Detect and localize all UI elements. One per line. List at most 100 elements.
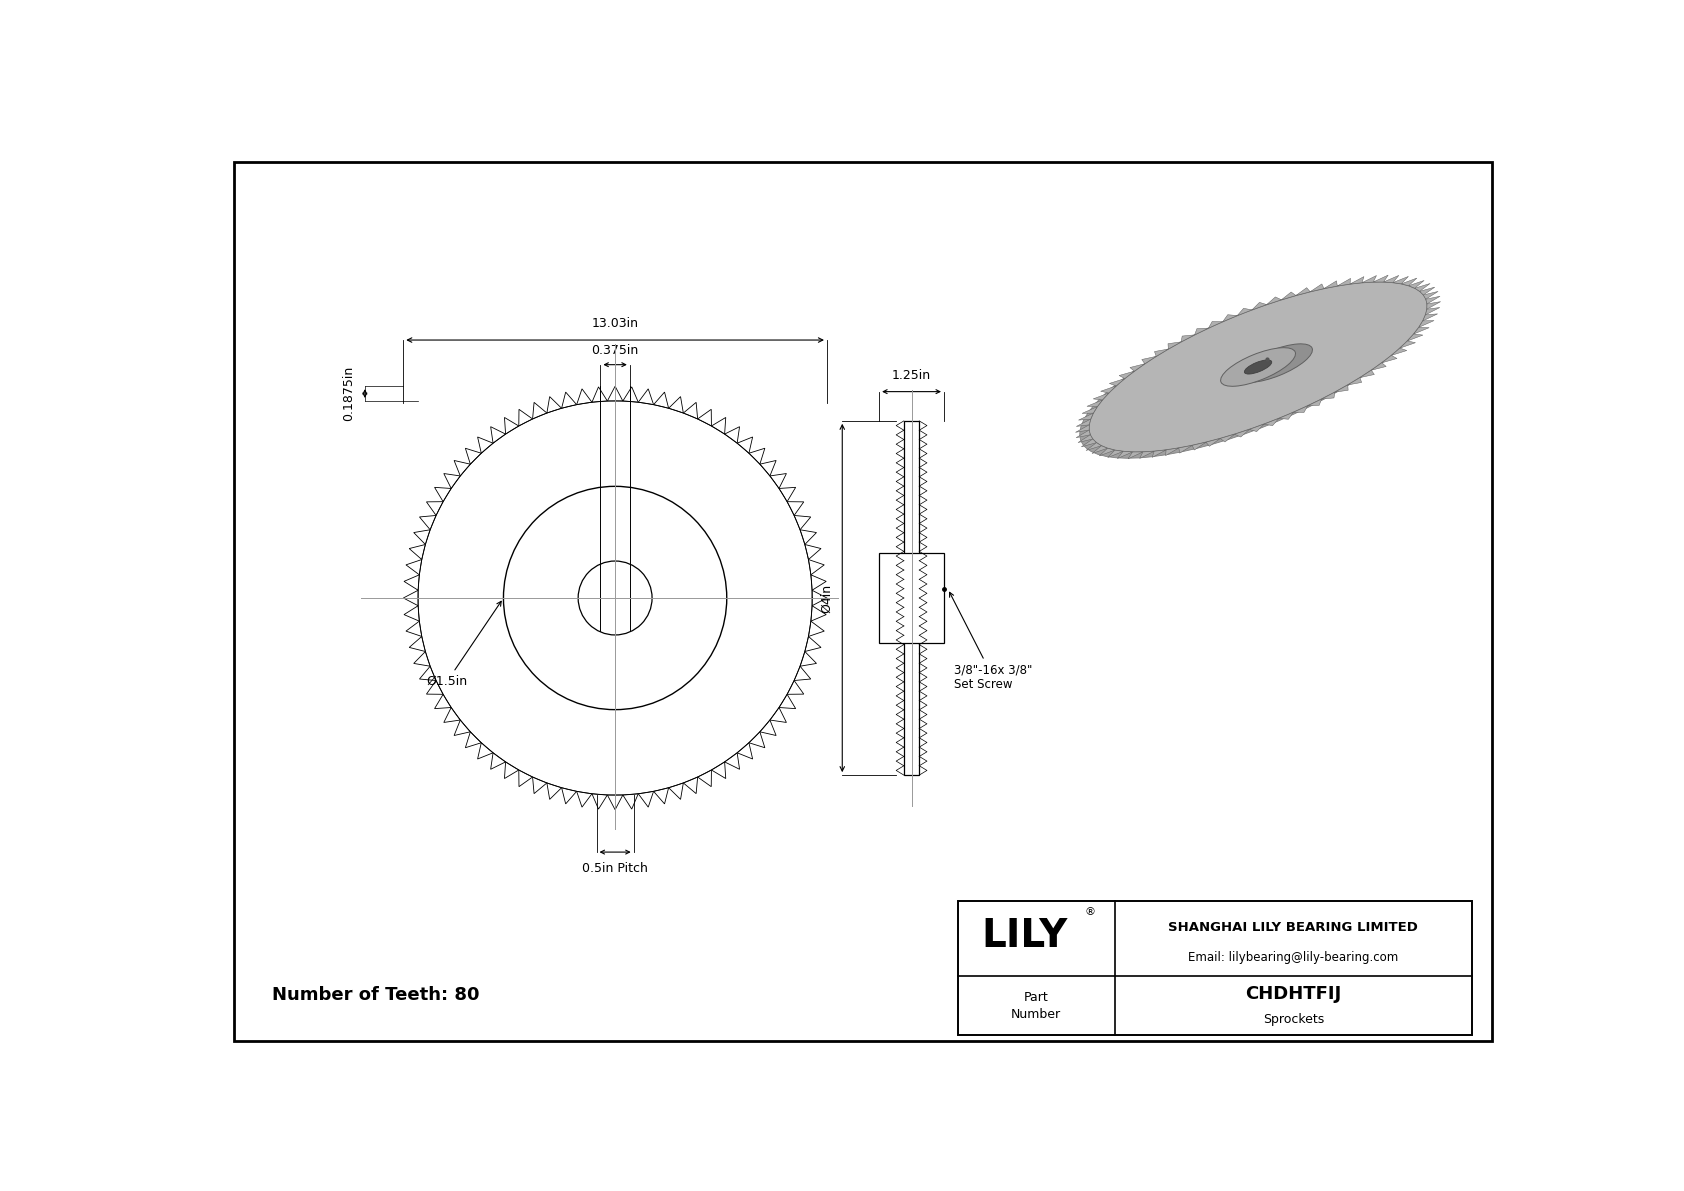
Polygon shape [1116, 451, 1133, 459]
Polygon shape [1083, 406, 1098, 413]
Polygon shape [684, 777, 697, 793]
Polygon shape [426, 501, 443, 516]
Polygon shape [1408, 333, 1423, 341]
Polygon shape [759, 721, 776, 736]
Polygon shape [1086, 400, 1103, 406]
Polygon shape [1391, 348, 1406, 355]
Polygon shape [653, 787, 669, 804]
Polygon shape [711, 417, 726, 434]
Polygon shape [1423, 292, 1438, 299]
Polygon shape [808, 622, 823, 636]
Polygon shape [805, 636, 822, 651]
Polygon shape [519, 410, 532, 426]
Polygon shape [669, 397, 684, 413]
Polygon shape [561, 392, 576, 409]
Polygon shape [1266, 297, 1282, 305]
Polygon shape [532, 777, 547, 793]
Polygon shape [1347, 378, 1362, 385]
Polygon shape [490, 426, 505, 443]
Polygon shape [1425, 307, 1440, 314]
Polygon shape [1221, 435, 1234, 442]
Ellipse shape [1238, 344, 1312, 382]
Polygon shape [576, 388, 593, 405]
Bar [904, 420, 919, 775]
Polygon shape [808, 560, 823, 575]
Polygon shape [1415, 283, 1430, 292]
Polygon shape [1293, 406, 1308, 412]
Polygon shape [1152, 450, 1165, 457]
Polygon shape [1423, 314, 1438, 320]
Polygon shape [414, 530, 429, 544]
Polygon shape [724, 426, 739, 443]
Text: 0.1875in: 0.1875in [342, 366, 355, 422]
Polygon shape [1101, 386, 1116, 393]
Polygon shape [1179, 445, 1192, 453]
Polygon shape [1297, 288, 1310, 295]
Text: Ø4in: Ø4in [820, 584, 834, 612]
Polygon shape [1120, 372, 1135, 379]
Polygon shape [623, 387, 638, 403]
Polygon shape [478, 743, 493, 759]
Polygon shape [1335, 385, 1349, 392]
Polygon shape [593, 387, 608, 403]
Polygon shape [414, 651, 429, 666]
Polygon shape [547, 782, 561, 799]
Polygon shape [406, 560, 421, 575]
Polygon shape [419, 516, 436, 530]
Polygon shape [1251, 303, 1266, 310]
Text: 3/8"-16x 3/8"
Set Screw: 3/8"-16x 3/8" Set Screw [950, 592, 1032, 692]
Polygon shape [1238, 308, 1251, 316]
Text: Sprockets: Sprockets [1263, 1014, 1324, 1027]
Polygon shape [434, 694, 451, 709]
Text: 0.375in: 0.375in [591, 344, 638, 357]
Polygon shape [426, 680, 443, 694]
Text: Number of Teeth: 80: Number of Teeth: 80 [273, 985, 480, 1004]
Polygon shape [1209, 322, 1223, 329]
Polygon shape [1372, 275, 1388, 282]
Polygon shape [404, 575, 419, 591]
Polygon shape [795, 516, 810, 530]
Polygon shape [786, 501, 803, 516]
Polygon shape [1091, 445, 1108, 454]
Polygon shape [1351, 276, 1364, 283]
Polygon shape [409, 636, 426, 651]
Polygon shape [1399, 341, 1416, 348]
Polygon shape [1076, 430, 1090, 438]
Text: LILY: LILY [982, 917, 1068, 955]
Polygon shape [738, 437, 753, 454]
Polygon shape [805, 544, 822, 560]
Text: Email: lilybearing@lily-bearing.com: Email: lilybearing@lily-bearing.com [1189, 950, 1398, 964]
Polygon shape [1415, 328, 1430, 333]
Polygon shape [1108, 450, 1123, 457]
Polygon shape [759, 461, 776, 476]
Polygon shape [1180, 335, 1194, 342]
Polygon shape [505, 762, 519, 779]
Text: 13.03in: 13.03in [591, 317, 638, 330]
Polygon shape [1393, 276, 1408, 283]
Polygon shape [1140, 451, 1154, 459]
Polygon shape [478, 437, 493, 454]
Text: ®: ® [1084, 908, 1096, 917]
Text: SHANGHAI LILY BEARING LIMITED: SHANGHAI LILY BEARING LIMITED [1169, 921, 1418, 934]
Polygon shape [505, 417, 519, 434]
Polygon shape [1110, 379, 1125, 386]
Polygon shape [409, 544, 426, 560]
Polygon shape [404, 606, 419, 622]
Polygon shape [1234, 430, 1250, 437]
Polygon shape [1361, 370, 1374, 378]
Polygon shape [738, 743, 753, 759]
Polygon shape [1420, 287, 1435, 295]
Polygon shape [465, 731, 482, 748]
Polygon shape [1223, 314, 1238, 322]
Polygon shape [1408, 280, 1425, 288]
Polygon shape [1169, 342, 1180, 349]
Polygon shape [1250, 424, 1265, 431]
Ellipse shape [1079, 288, 1418, 459]
Polygon shape [812, 575, 827, 591]
Polygon shape [724, 753, 739, 769]
Text: CHDHTFIJ: CHDHTFIJ [1244, 985, 1342, 1003]
Polygon shape [1310, 283, 1324, 292]
Polygon shape [1081, 439, 1096, 447]
Polygon shape [800, 530, 817, 544]
Polygon shape [800, 651, 817, 666]
